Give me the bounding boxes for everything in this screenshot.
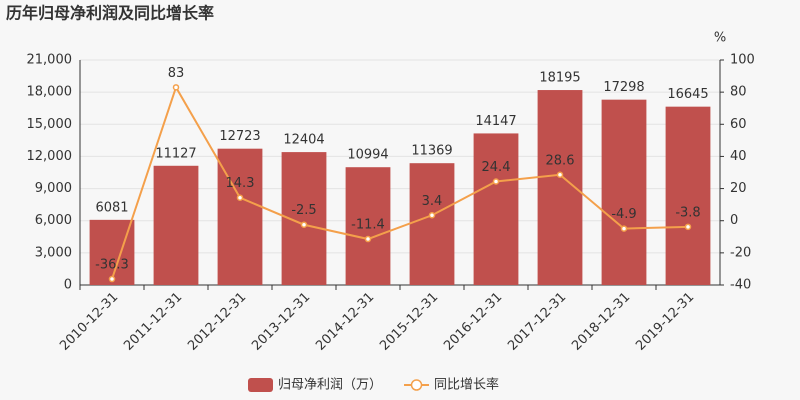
bar-value-label: 10994 (347, 148, 388, 163)
y2-tick-label: 40 (730, 149, 747, 164)
y-tick-label: 18,000 (27, 85, 73, 100)
line-value-label: 28.6 (546, 153, 575, 168)
bar-value-label: 12404 (283, 133, 324, 148)
bar (409, 163, 455, 285)
y2-tick-label: 20 (730, 181, 747, 196)
bar-value-label: 6081 (95, 200, 128, 215)
chart-title: 历年归母净利润及同比增长率 (6, 4, 214, 23)
line-point (300, 221, 308, 228)
bar-value-label: 11369 (411, 144, 452, 159)
x-tick-label: 2015-12-31 (377, 290, 441, 354)
legend-swatch-point (410, 379, 423, 391)
bar (345, 167, 391, 285)
line-point (364, 235, 372, 243)
line-point (556, 171, 564, 178)
y-tick-label: 3,000 (35, 245, 72, 260)
legend-label: 归母净利润（万） (278, 378, 382, 393)
y2-tick-label: -40 (730, 278, 751, 293)
line-value-label: -4.9 (611, 207, 636, 222)
bar-value-label: 11127 (155, 146, 196, 161)
line (111, 84, 689, 280)
legend-swatch (248, 378, 273, 392)
x-tick-label: 2018-12-31 (569, 290, 633, 354)
x-tick-label: 2010-12-31 (57, 290, 121, 354)
line-value-label: -3.8 (675, 205, 700, 220)
bar-value-label: 17298 (603, 80, 644, 95)
y2-tick-label: -20 (730, 245, 751, 260)
y2-axis-label: % (714, 31, 726, 46)
y2-tick-label: 100 (730, 53, 755, 68)
line-value-label: 3.4 (422, 194, 443, 209)
y-tick-label: 21,000 (27, 53, 73, 68)
bar (153, 165, 199, 285)
line-value-label: -11.4 (351, 218, 385, 233)
line-point (428, 212, 436, 219)
line-value-label: -2.5 (291, 203, 316, 218)
line-value-label: 14.3 (226, 176, 255, 191)
bar-value-label: 14147 (475, 114, 516, 129)
x-tick-label: 2017-12-31 (505, 290, 569, 354)
x-tick-label: 2011-12-31 (121, 290, 185, 354)
y-tick-label: 12,000 (27, 149, 73, 164)
y-tick-label: 15,000 (27, 117, 73, 132)
bar (601, 99, 647, 286)
line-point (108, 275, 116, 283)
line-point (620, 225, 628, 232)
bar (89, 219, 135, 285)
y2-tick-label: 0 (730, 213, 738, 228)
x-tick-label: 2019-12-31 (633, 290, 697, 354)
line-point (684, 223, 692, 231)
line-point (172, 84, 180, 91)
y-tick-label: 0 (64, 278, 72, 293)
x-tick-label: 2012-12-31 (185, 290, 249, 354)
x-tick-label: 2016-12-31 (441, 290, 505, 354)
bar-value-label: 16645 (667, 87, 708, 102)
x-tick-label: 2013-12-31 (249, 290, 313, 354)
bar (473, 133, 519, 285)
line-point (236, 194, 244, 201)
line-value-label: 24.4 (482, 160, 511, 175)
bar (665, 106, 711, 286)
y-tick-label: 9,000 (35, 181, 72, 196)
y2-tick-label: 80 (730, 85, 747, 100)
line-value-label: -36.3 (95, 258, 129, 273)
line-value-label: 83 (168, 66, 185, 81)
y2-tick-label: 60 (730, 117, 747, 132)
bar-value-label: 18195 (539, 71, 580, 86)
y-tick-label: 6,000 (35, 213, 72, 228)
legend-label: 同比增长率 (434, 377, 499, 393)
line-point (492, 178, 500, 185)
x-tick-label: 2014-12-31 (313, 290, 377, 354)
bar-value-label: 12723 (219, 129, 260, 144)
